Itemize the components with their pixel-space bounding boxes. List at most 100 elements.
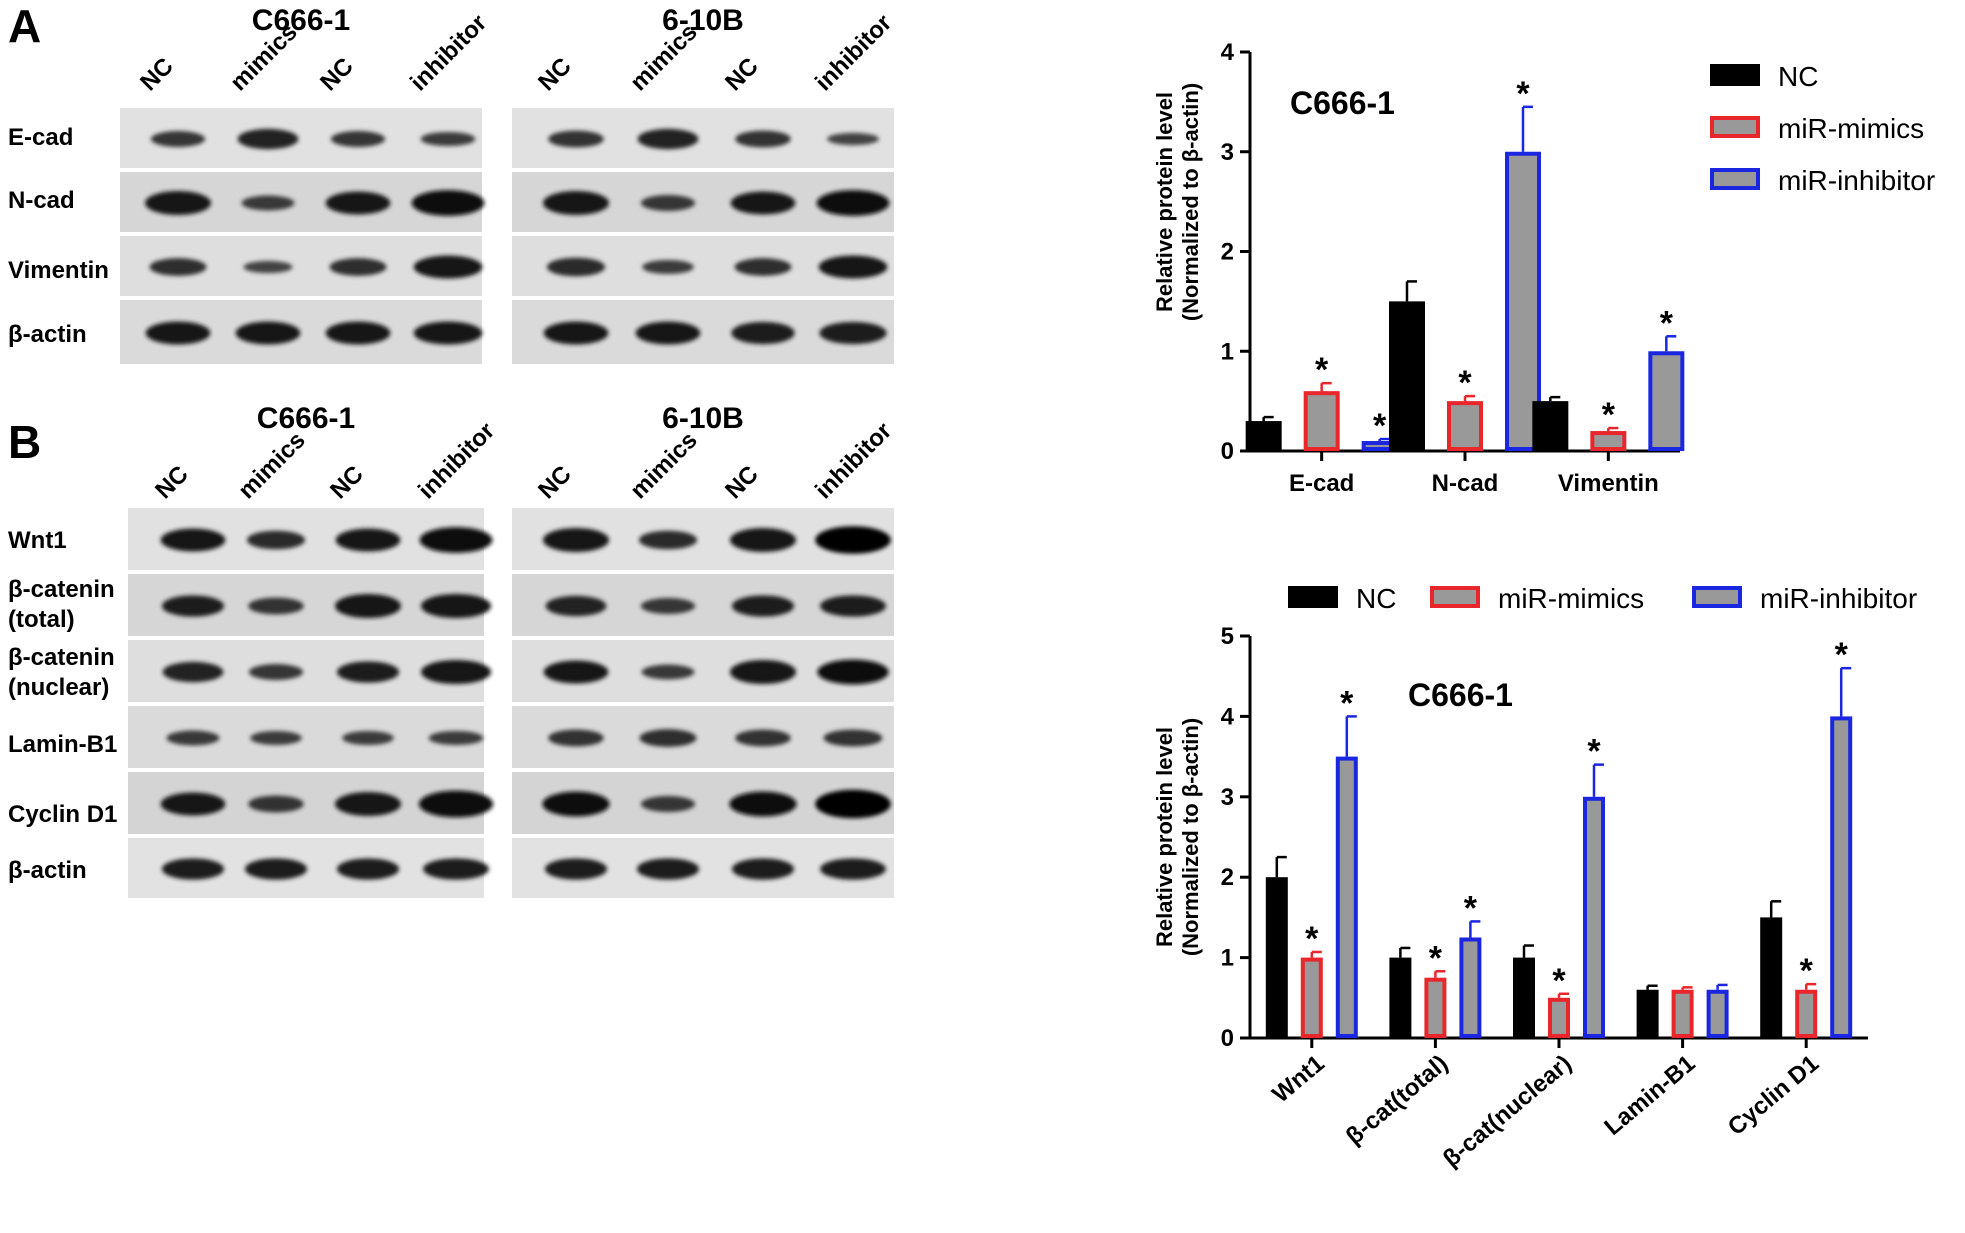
blot-band <box>542 791 610 817</box>
blot-band <box>160 792 226 816</box>
blot-band <box>162 661 224 683</box>
blot-band <box>149 258 207 276</box>
bar <box>1590 431 1627 451</box>
blot-row-label: β-catenin <box>8 644 115 671</box>
y-tick-label: 2 <box>1221 864 1234 891</box>
blot-band <box>815 789 891 819</box>
bar <box>1795 989 1818 1039</box>
blot-band <box>638 530 698 550</box>
blot-band <box>145 321 211 345</box>
legend-swatch <box>1710 168 1760 190</box>
lane-label: NC <box>720 461 764 505</box>
blot-band <box>816 190 890 216</box>
chart-b-ylabel-line2: (Normalized to β-actin) <box>1178 718 1203 956</box>
legend-swatch <box>1692 586 1742 608</box>
lane-label: NC <box>150 461 194 505</box>
significance-marker: * <box>1516 75 1530 113</box>
lane-label: NC <box>533 461 577 505</box>
blot-row-label: Lamin-B1 <box>8 731 117 758</box>
blot-band <box>428 730 484 746</box>
lane-label: NC <box>720 53 764 97</box>
blot-band <box>418 790 494 818</box>
blot-band <box>330 131 386 147</box>
blot-band <box>413 255 483 279</box>
blot-band <box>421 660 491 684</box>
bar <box>1389 957 1412 1038</box>
blot-band <box>241 195 295 211</box>
y-tick-label: 1 <box>1221 338 1234 365</box>
bar-chart-b: C666-1 Relative protein level (Normalize… <box>1152 583 1917 1173</box>
blot-band <box>735 130 791 148</box>
blot-band <box>640 598 696 614</box>
blot-band <box>820 858 886 880</box>
y-tick-label: 3 <box>1221 139 1234 166</box>
blot-cell-title: C666-1 <box>257 402 355 435</box>
blot-cell-title: 6-10B <box>662 402 744 435</box>
bar <box>1505 151 1541 451</box>
blot-band <box>640 195 696 211</box>
x-tick-label: Vimentin <box>1558 470 1659 497</box>
blot-c666-1: C666-1NC mimics NC inhibitor <box>128 402 500 898</box>
bar <box>1532 401 1569 451</box>
blot-band <box>248 597 304 615</box>
significance-marker: * <box>1800 952 1814 990</box>
y-tick-label: 1 <box>1221 945 1234 972</box>
bar <box>1548 997 1570 1038</box>
blot-row-label: N-cad <box>8 187 75 214</box>
legend-swatch <box>1288 586 1338 608</box>
blot-band <box>419 527 493 553</box>
legend-label: miR-inhibitor <box>1778 165 1935 196</box>
y-tick-label: 3 <box>1221 784 1234 811</box>
bar <box>1671 989 1694 1039</box>
blot-band <box>730 528 796 552</box>
blot-row-label: β-actin <box>8 857 87 884</box>
blot-band <box>543 660 609 684</box>
blot-band <box>335 792 401 816</box>
blot-band <box>731 595 795 617</box>
blot-band <box>545 595 607 617</box>
bar <box>1389 301 1425 451</box>
blot-band <box>635 321 701 345</box>
bar <box>1447 401 1483 451</box>
bar <box>1424 977 1447 1039</box>
bar <box>1706 989 1729 1039</box>
lane-label: inhibitor <box>810 9 897 96</box>
blot-band <box>335 528 401 552</box>
lane-label: inhibitor <box>405 9 492 96</box>
bar <box>1300 957 1323 1038</box>
blot-band <box>150 131 206 147</box>
blot-band <box>543 321 609 345</box>
x-tick-label: Wnt1 <box>1267 1050 1329 1108</box>
blot-band <box>544 858 608 880</box>
bar <box>1265 877 1288 1038</box>
blot-row-label: Wnt1 <box>8 527 67 554</box>
bar <box>1583 796 1605 1038</box>
bar <box>1513 957 1535 1038</box>
significance-marker: * <box>1305 920 1319 958</box>
blot-band <box>325 321 391 345</box>
bar <box>1245 421 1282 451</box>
significance-marker: * <box>1340 684 1354 722</box>
bar-chart-a: C666-1 Relative protein level (Normalize… <box>1152 39 1935 497</box>
blot-row-label: E-cad <box>8 124 73 151</box>
bar <box>1830 716 1853 1039</box>
blot-row-label: Cyclin D1 <box>8 801 117 828</box>
chart-b-title: C666-1 <box>1408 677 1513 713</box>
blot-band <box>827 132 879 146</box>
blot-c666-1: C666-1NC mimics NC inhibitor <box>120 4 492 364</box>
blot-band <box>237 128 299 150</box>
blot-band <box>161 595 225 617</box>
blot-row-label: Vimentin <box>8 257 109 284</box>
significance-marker: * <box>1660 304 1674 342</box>
blot-band <box>820 595 886 617</box>
chart-a-ylabel-line2: (Normalized to β-actin) <box>1178 83 1203 321</box>
blot-cell-title: 6-10B <box>662 4 744 37</box>
x-tick-label: Cyclin D1 <box>1723 1050 1824 1141</box>
legend-swatch <box>1430 586 1480 608</box>
lane-label: inhibitor <box>413 417 500 504</box>
lane-label: mimics <box>233 427 311 505</box>
legend-label: miR-inhibitor <box>1760 583 1917 614</box>
